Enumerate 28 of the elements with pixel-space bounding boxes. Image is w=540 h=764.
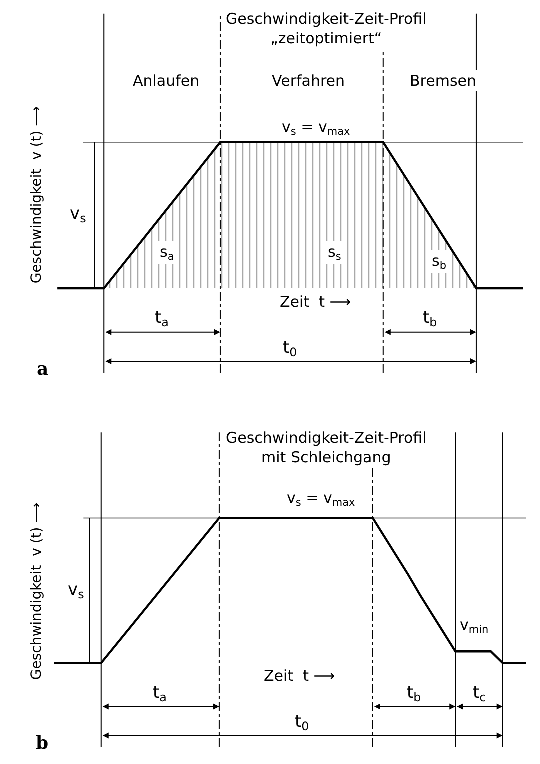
text: t$_{0}$ bbox=[283, 338, 298, 360]
text: Verfahren bbox=[272, 72, 346, 90]
text: Zeit t ⟶ bbox=[264, 667, 336, 685]
text: Bremsen bbox=[410, 72, 477, 90]
chart-title: Geschwindigkeit-Zeit-Profil bbox=[226, 10, 427, 28]
text: v$_{s}$ = v$_{max}$ bbox=[287, 489, 356, 510]
annotation: s$_{s}$ bbox=[328, 243, 342, 264]
text: Zeit t ⟶ bbox=[280, 293, 352, 311]
text: t$_{a}$ bbox=[155, 308, 169, 330]
text: a bbox=[37, 359, 49, 380]
text: t$_{b}$ bbox=[423, 308, 438, 330]
chart-subtitle: mit Schleichgang bbox=[262, 448, 392, 466]
chart-subtitle: „zeitoptimiert“ bbox=[270, 30, 382, 48]
annotation: v$_{s}$ bbox=[70, 204, 86, 226]
text: t$_{0}$ bbox=[295, 712, 310, 734]
y-axis-title: Geschwindigkeit v (t) ⟶ bbox=[29, 502, 46, 680]
text: t$_{a}$ bbox=[153, 683, 167, 705]
text: t$_{c}$ bbox=[473, 683, 486, 705]
text: Anlaufen bbox=[133, 72, 200, 90]
annotation: v$_{s}$ bbox=[68, 580, 84, 602]
annotation: v$_{min}$ bbox=[460, 616, 489, 636]
text: b bbox=[36, 733, 49, 754]
text: t$_{b}$ bbox=[407, 683, 422, 705]
chart-title: Geschwindigkeit-Zeit-Profil bbox=[226, 429, 427, 447]
annotation: s$_{a}$ bbox=[160, 243, 174, 264]
annotation: s$_{b}$ bbox=[432, 252, 447, 272]
text: v$_{s}$ = v$_{max}$ bbox=[282, 118, 350, 138]
y-axis-title: Geschwindigkeit v (t) ⟶ bbox=[29, 106, 46, 284]
